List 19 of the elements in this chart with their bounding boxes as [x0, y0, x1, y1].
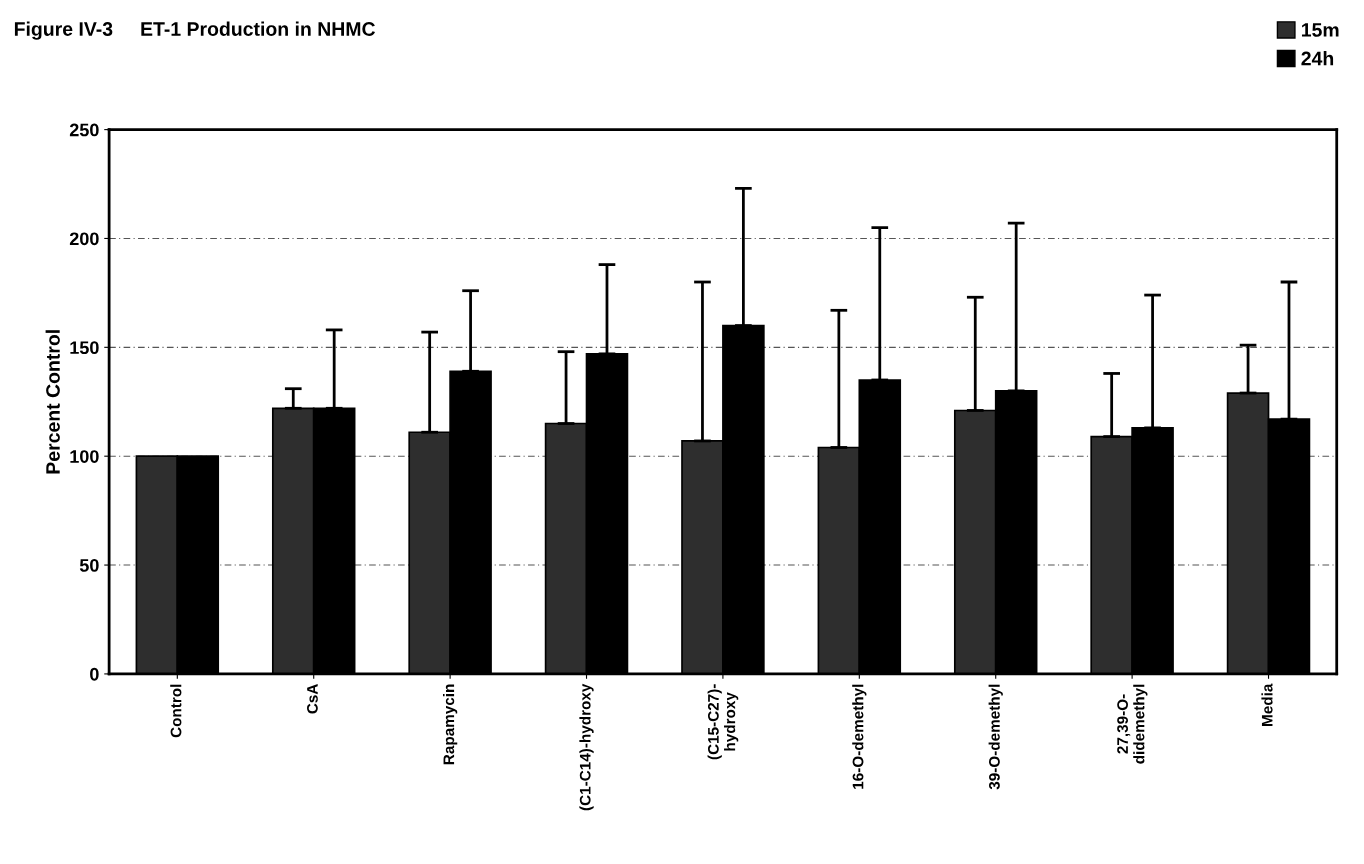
x-tick-label: 39-O-demethyl [988, 684, 1003, 790]
y-tick-label: 0 [90, 667, 99, 681]
x-tick-label: 16-O-demethyl [852, 684, 867, 789]
x-tick-label: Rapamycin [443, 684, 458, 765]
legend-label: 15m [1301, 23, 1339, 37]
x-tick-label: Control [170, 684, 182, 738]
y-tick-label: 50 [79, 558, 99, 572]
y-axis-title: Percent Control [45, 330, 60, 474]
x-tick-label: CsA [307, 684, 318, 714]
chart-title: Figure IV-3 ET-1 Production in NHMC [14, 21, 376, 40]
x-tick-label: (C1-C14)-hydroxy [579, 683, 594, 811]
x-tick-label: 27,39-O- didemethyl [1117, 684, 1148, 764]
x-tick-label: (C15-C27)- hydroxy [707, 684, 739, 760]
y-tick-label: 100 [70, 450, 99, 463]
x-tick-label: Media [1261, 683, 1273, 726]
y-tick-label: 250 [69, 123, 99, 137]
legend-label: 24h [1301, 51, 1334, 66]
y-tick-label: 150 [70, 341, 99, 355]
y-tick-label: 200 [69, 232, 99, 246]
